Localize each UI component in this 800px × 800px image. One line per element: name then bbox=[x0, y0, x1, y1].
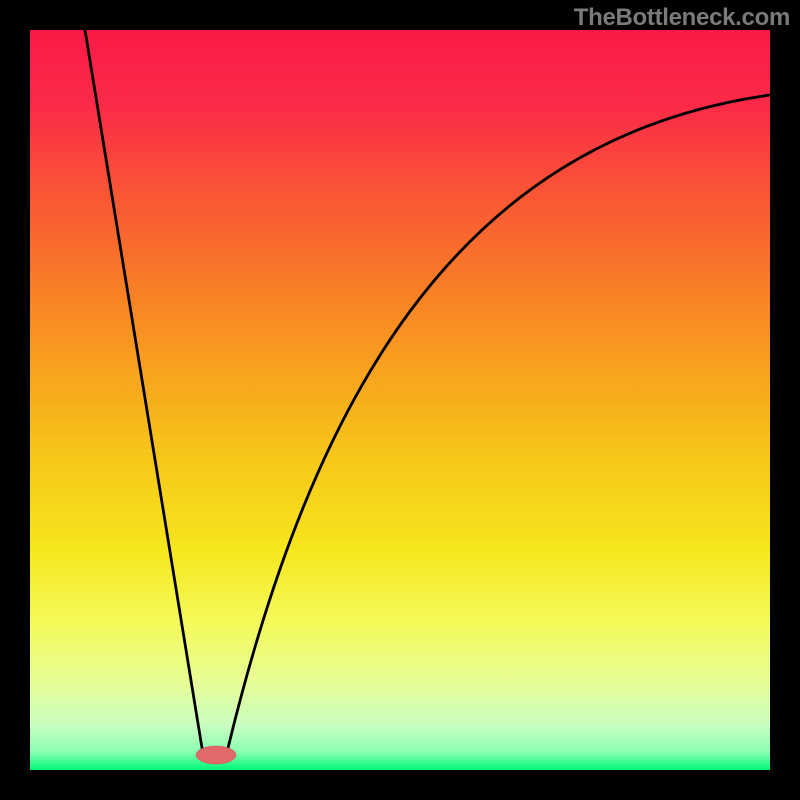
chart-container: TheBottleneck.com bbox=[0, 0, 800, 800]
watermark-text: TheBottleneck.com bbox=[574, 4, 790, 32]
optimal-marker bbox=[196, 746, 236, 764]
plot-background bbox=[30, 30, 770, 770]
chart-svg bbox=[0, 0, 800, 800]
